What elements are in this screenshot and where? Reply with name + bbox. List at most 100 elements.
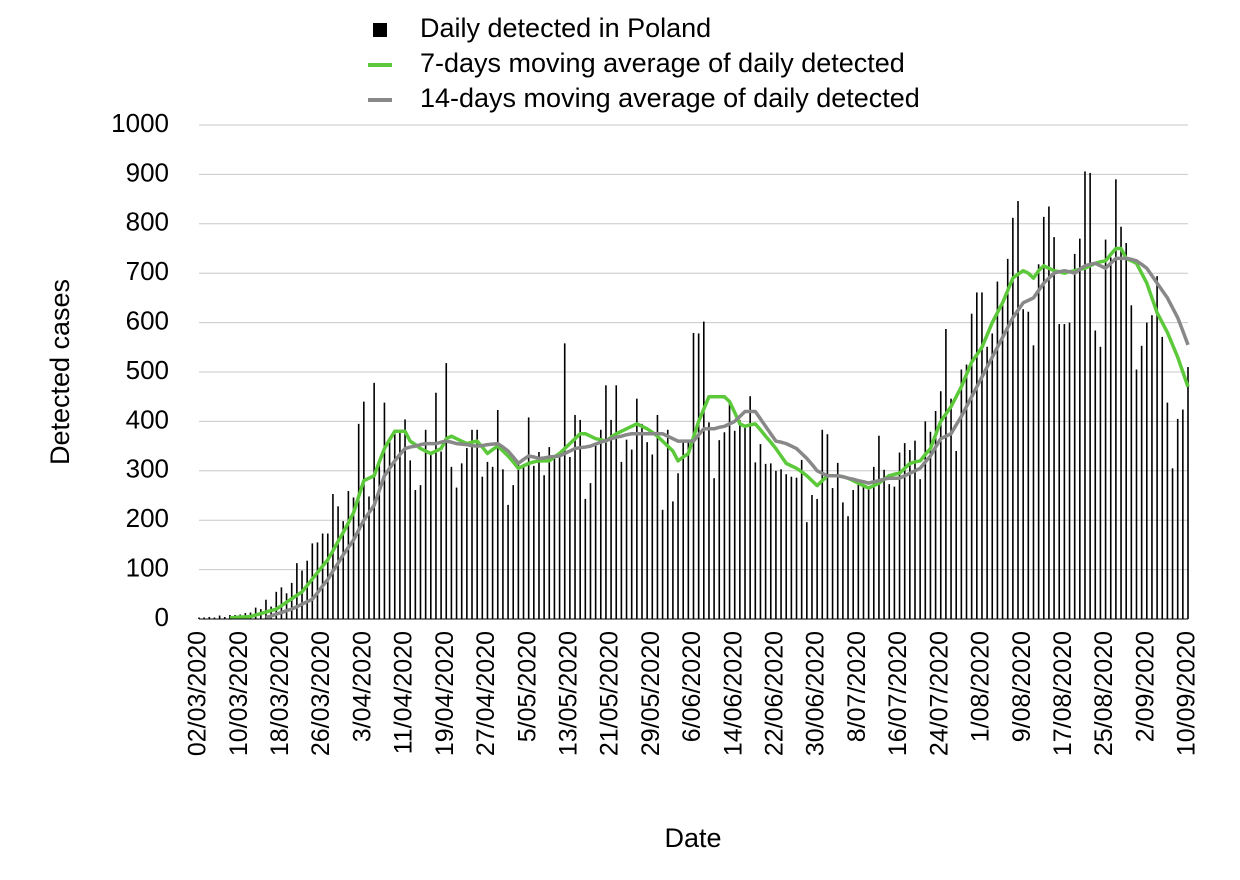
bar [352, 497, 355, 619]
bar [1135, 369, 1138, 619]
bar [1171, 468, 1174, 619]
line [229, 246, 1190, 620]
bar [687, 439, 690, 619]
bar [357, 423, 360, 619]
bar [450, 466, 453, 619]
bar [800, 459, 803, 619]
bar [723, 432, 726, 619]
bar [790, 476, 793, 619]
bar [867, 488, 870, 619]
bar [285, 593, 288, 619]
bar [744, 427, 746, 619]
bar [218, 615, 221, 619]
bar [1089, 172, 1091, 619]
bar [666, 429, 669, 619]
y-tick-label: 100 [126, 552, 169, 582]
x-tick-label: 16/07/2020 [884, 631, 912, 756]
bar [620, 461, 623, 619]
bar [878, 435, 880, 619]
x-axis-title: Date [664, 823, 721, 853]
y-tick-label: 300 [126, 454, 169, 484]
bar [301, 570, 303, 619]
bar [579, 419, 581, 619]
bar [1120, 226, 1122, 619]
bar [445, 363, 448, 619]
bar [883, 469, 885, 619]
bar [399, 429, 401, 619]
bar [914, 440, 916, 619]
bar [481, 476, 484, 619]
bar [1130, 305, 1133, 619]
bar [903, 443, 906, 619]
bar [502, 469, 504, 619]
bar [924, 421, 927, 619]
x-tick-label: 5/05/2020 [513, 631, 541, 742]
bar [739, 419, 741, 619]
bar [651, 454, 654, 619]
bar [1042, 216, 1045, 619]
bar [945, 329, 947, 619]
bar [424, 429, 427, 619]
bar [821, 429, 824, 619]
bar [507, 504, 509, 619]
bar [775, 470, 777, 619]
x-tick-label: 9/08/2020 [1008, 631, 1036, 742]
bar [1068, 322, 1071, 619]
bar [321, 533, 324, 619]
bar [290, 582, 293, 619]
x-tick-label: 11/04/2020 [390, 631, 418, 754]
bar [862, 484, 865, 619]
x-tick-label: 1/08/2020 [967, 631, 995, 742]
bar [641, 423, 643, 619]
bar [806, 522, 808, 619]
bar [306, 560, 308, 619]
bar [754, 462, 757, 619]
bar [656, 414, 659, 619]
bar [533, 465, 535, 619]
x-tick-label: 19/04/2020 [431, 631, 459, 756]
bar [486, 461, 489, 619]
bar [646, 442, 648, 619]
bar [1022, 309, 1024, 619]
bar [929, 431, 932, 619]
x-tick-label: 22/06/2020 [761, 631, 789, 756]
bar [270, 606, 272, 619]
bar [1058, 324, 1061, 619]
bar [847, 516, 849, 619]
bar [1063, 324, 1066, 619]
bar [527, 417, 530, 619]
bar [636, 398, 638, 619]
bar [383, 402, 386, 619]
bar [265, 599, 267, 619]
bar [960, 369, 963, 619]
bar [1140, 345, 1143, 619]
bar [697, 333, 700, 619]
bar [1145, 322, 1148, 619]
bar [703, 321, 705, 619]
bar [1006, 258, 1009, 619]
y-tick-label: 0 [155, 602, 169, 632]
bar [996, 281, 999, 619]
bar [455, 487, 458, 619]
bar [1104, 239, 1107, 619]
y-axis-title: Detected cases [45, 279, 75, 465]
bar [1182, 409, 1184, 619]
bar [368, 496, 370, 619]
bar [347, 491, 350, 619]
bar [733, 430, 736, 619]
x-tick-label: 25/08/2020 [1090, 631, 1118, 756]
bar [842, 502, 844, 619]
bar [538, 452, 540, 619]
bar [1109, 257, 1112, 619]
bar [203, 617, 205, 619]
bar [872, 466, 875, 619]
bar [414, 490, 417, 619]
bar [950, 398, 952, 619]
bar [440, 451, 442, 619]
x-tick-label: 2/09/2020 [1131, 631, 1159, 742]
bar [512, 485, 515, 619]
bar [599, 429, 602, 619]
bar [316, 542, 319, 619]
bar [496, 410, 499, 619]
